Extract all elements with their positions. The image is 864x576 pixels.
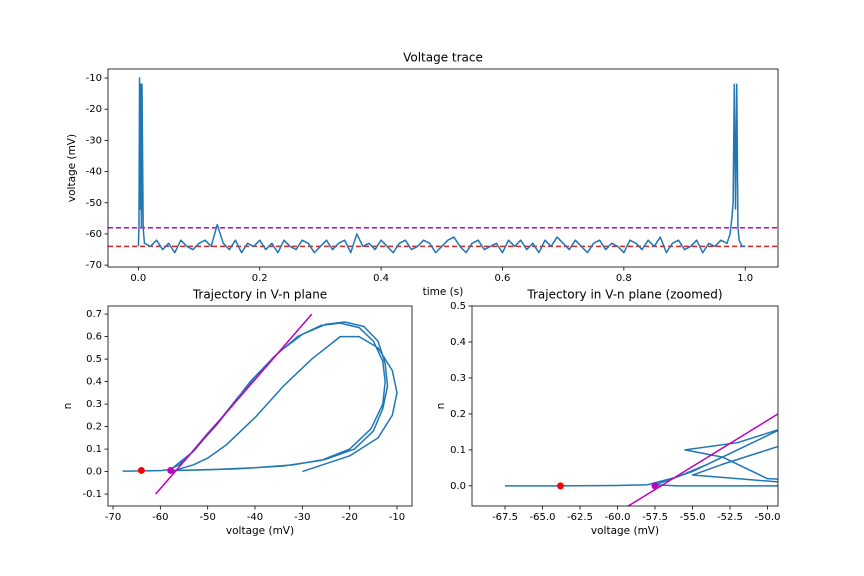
x-tick-label: -60 <box>152 512 168 523</box>
plot-area <box>505 413 778 506</box>
y-tick-label: -40 <box>86 167 102 178</box>
plot-area <box>122 313 398 495</box>
y-tick-label: 0.4 <box>450 337 466 348</box>
y-tick-label: 0.3 <box>450 373 466 384</box>
y-tick-label: -30 <box>86 135 102 146</box>
point <box>167 466 175 474</box>
y-tick-label: -20 <box>86 104 102 115</box>
x-tick-label: -62.5 <box>567 512 593 523</box>
chart-title: Voltage trace <box>403 51 483 65</box>
y-tick-label: 0.1 <box>86 444 102 455</box>
x-tick-label: 0.0 <box>130 273 146 284</box>
x-tick-label: 0.8 <box>616 273 632 284</box>
x-tick-label: -50.0 <box>755 512 781 523</box>
y-tick-label: 0.1 <box>450 445 466 456</box>
x-tick-label: -20 <box>341 512 357 523</box>
chart-title: Trajectory in V-n plane (zoomed) <box>526 288 722 302</box>
line <box>137 77 746 254</box>
x-tick-label: -52.5 <box>717 512 743 523</box>
y-tick-label: 0.4 <box>86 377 102 388</box>
x-tick-label: -10 <box>389 512 405 523</box>
y-tick-label: 0.6 <box>86 332 102 343</box>
x-tick-label: -50 <box>200 512 216 523</box>
y-tick-label: 0.2 <box>450 409 466 420</box>
x-tick-label: -55.0 <box>680 512 706 523</box>
y-tick-label: 0.5 <box>86 354 102 365</box>
y-axis-label: n <box>435 403 447 410</box>
y-tick-label: -0.1 <box>82 489 102 500</box>
y-axis-label: voltage (mV) <box>66 134 78 202</box>
x-axis-label: time (s) <box>423 286 464 298</box>
x-tick-label: 0.6 <box>495 273 511 284</box>
y-tick-label: -60 <box>86 229 102 240</box>
y-tick-label: 0.3 <box>86 399 102 410</box>
point <box>651 482 659 490</box>
line <box>155 313 313 495</box>
x-axis-label: voltage (mV) <box>226 525 294 537</box>
x-axis-label: voltage (mV) <box>591 525 659 537</box>
axes-frame <box>107 68 779 268</box>
y-tick-label: 0.2 <box>86 422 102 433</box>
y-tick-label: 0.7 <box>86 309 102 320</box>
x-tick-label: -30 <box>294 512 310 523</box>
line <box>122 321 398 473</box>
y-axis-label: n <box>62 403 74 410</box>
y-tick-label: -70 <box>86 260 102 271</box>
x-tick-label: -60.0 <box>605 512 631 523</box>
x-tick-label: 0.2 <box>252 273 268 284</box>
line <box>505 428 778 487</box>
line <box>626 413 778 506</box>
y-tick-label: -50 <box>86 198 102 209</box>
y-tick-label: 0.0 <box>450 481 466 492</box>
x-tick-label: -40 <box>247 512 263 523</box>
x-tick-label: -57.5 <box>642 512 668 523</box>
x-tick-label: -67.5 <box>492 512 518 523</box>
x-tick-label: 0.4 <box>373 273 389 284</box>
axes-frame <box>471 305 779 507</box>
axes-frame <box>107 305 413 507</box>
plot-area <box>108 77 778 254</box>
chart-title: Trajectory in V-n plane <box>192 288 327 302</box>
y-tick-label: 0.5 <box>450 301 466 312</box>
y-tick-label: 0.0 <box>86 467 102 478</box>
point <box>137 466 145 474</box>
y-tick-label: -10 <box>86 73 102 84</box>
x-tick-label: -65.0 <box>530 512 556 523</box>
x-tick-label: -70 <box>105 512 121 523</box>
point <box>557 482 564 490</box>
x-tick-label: 1.0 <box>737 273 753 284</box>
